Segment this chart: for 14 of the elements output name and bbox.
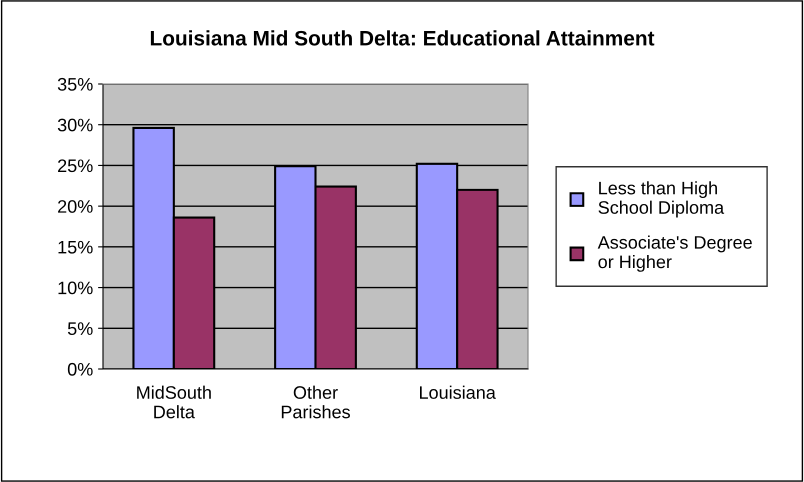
y-tick-label: 20%	[58, 200, 93, 213]
y-tick-label: 5%	[68, 322, 93, 336]
y-tick-label: 35%	[58, 78, 93, 91]
y-tick-label: 30%	[58, 118, 93, 132]
x-tick-label: MidSouth Delta	[137, 386, 211, 418]
y-tick-label: 10%	[58, 282, 93, 294]
x-tick-label: Louisiana	[420, 386, 496, 399]
legend-label: Less than High School Diploma	[598, 181, 724, 218]
y-tick-label: 0%	[68, 362, 93, 376]
y-tick-label: 15%	[58, 240, 93, 254]
legend-label: Associate's Degree or Higher	[598, 236, 752, 272]
x-tick-label: Other Parishes	[282, 386, 350, 418]
y-tick-label: 25%	[58, 159, 93, 172]
chart-title: Louisiana Mid South Delta: Educational Attainment	[150, 30, 654, 46]
